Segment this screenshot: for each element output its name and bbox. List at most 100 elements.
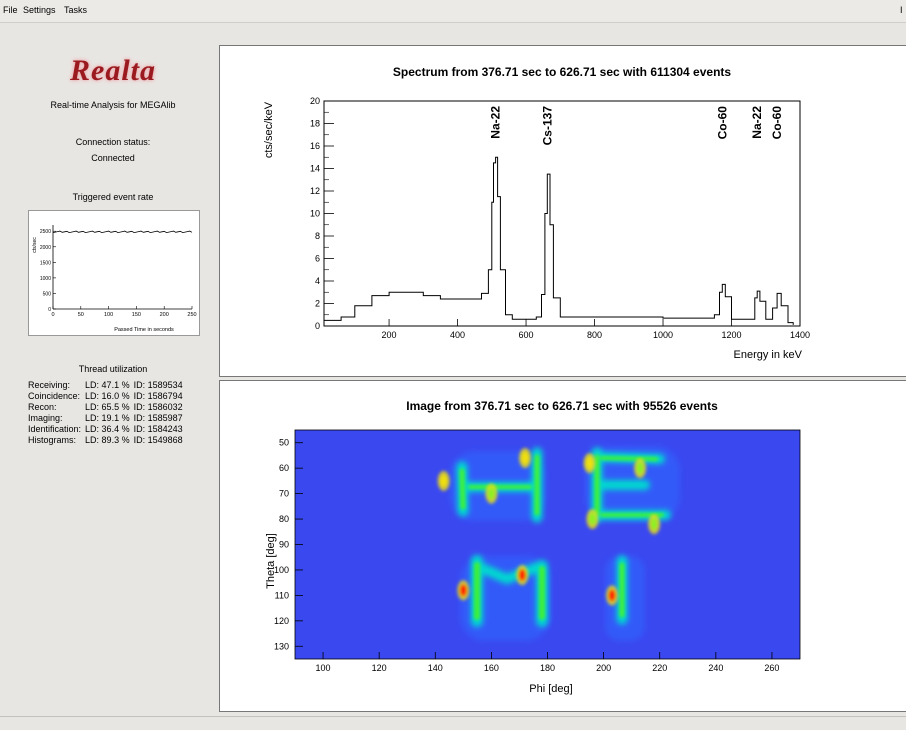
spectrum-peak-label: Cs-137	[540, 106, 554, 146]
heatmap-hotspot	[650, 518, 658, 531]
spectrum-title: Spectrum from 376.71 sec to 626.71 sec w…	[393, 65, 732, 79]
thread-name: Recon:	[28, 402, 57, 412]
spectrum-ytick-label: 6	[315, 254, 320, 264]
rate-ytick-label: 1000	[40, 276, 51, 282]
image-ytick-label: 110	[275, 590, 289, 600]
thread-id: ID: 1584243	[133, 424, 183, 434]
spectrum-ytick-label: 18	[310, 119, 320, 129]
connection-label: Connection status:	[75, 137, 151, 147]
spectrum-ytick-label: 0	[315, 321, 320, 331]
menu-bar: File Settings Tasks I	[0, 0, 906, 23]
app-logo: Realta	[70, 54, 156, 87]
spectrum-series-line	[324, 156, 794, 325]
heatmap	[295, 430, 800, 659]
image-xtick-label: 120	[372, 663, 387, 673]
rate-ytick-label: 1500	[40, 260, 51, 266]
rate-ytick-label: 2500	[40, 229, 51, 235]
spectrum-ytick-label: 10	[310, 209, 320, 219]
heatmap-hotspot	[518, 569, 526, 582]
rate-ytick-label: 2000	[40, 245, 51, 251]
left-panel: Realta Real-time Analysis for MEGAlib Co…	[8, 36, 208, 706]
thread-name: Imaging:	[28, 413, 63, 423]
spectrum-peak-label: Co-60	[715, 106, 729, 140]
image-ytick-label: 130	[274, 641, 289, 651]
spectrum-peak-label: Na-22	[750, 106, 764, 139]
rate-series-line	[52, 230, 193, 234]
thread-row: Recon: LD: 65.5 % ID: 1586032	[28, 402, 187, 413]
rate-plot-title: Triggered event rate	[72, 192, 154, 202]
spectrum-ytick-label: 4	[315, 276, 320, 286]
rate-xtick-label: 150	[132, 312, 141, 318]
thread-name: Identification:	[28, 424, 82, 434]
heatmap-hotspot	[586, 457, 594, 470]
thread-row: Coincidence: LD: 16.0 % ID: 1586794	[28, 391, 187, 402]
spectrum-ytick-label: 20	[310, 96, 320, 106]
thread-id: ID: 1589534	[133, 380, 183, 390]
thread-load: LD: 16.0 %	[85, 391, 130, 401]
image-svg: Image from 376.71 sec to 626.71 sec with…	[265, 399, 801, 695]
spectrum-panel[interactable]: Spectrum from 376.71 sec to 626.71 sec w…	[219, 45, 906, 377]
app-subtitle: Real-time Analysis for MEGAlib	[50, 100, 176, 110]
thread-load: LD: 47.1 %	[85, 380, 130, 390]
image-ytick-label: 90	[279, 540, 289, 550]
spectrum-ytick-label: 16	[310, 141, 320, 151]
spectrum-ytick-label: 8	[315, 231, 320, 241]
thread-row: Identification: LD: 36.4 % ID: 1584243	[28, 424, 187, 435]
image-xtick-label: 240	[708, 663, 723, 673]
image-xlabel: Phi [deg]	[529, 683, 572, 695]
image-ytick-label: 120	[274, 616, 289, 626]
rate-xtick-label: 0	[51, 312, 54, 318]
image-xtick-label: 220	[652, 663, 667, 673]
spectrum-xtick-label: 1200	[721, 330, 741, 340]
menu-settings[interactable]: Settings	[23, 5, 56, 15]
thread-id: ID: 1549868	[133, 435, 183, 445]
thread-load: LD: 19.1 %	[85, 413, 130, 423]
thread-utilization-table: Receiving: LD: 47.1 % ID: 1589534 Coinciden…	[28, 380, 187, 446]
menu-right-stub[interactable]: I	[900, 5, 903, 15]
spectrum-xtick-label: 200	[382, 330, 397, 340]
spectrum-xtick-label: 600	[519, 330, 534, 340]
spectrum-peak-label: Co-60	[770, 106, 784, 140]
image-panel[interactable]: Image from 376.71 sec to 626.71 sec with…	[219, 380, 906, 712]
spectrum-svg: Spectrum from 376.71 sec to 626.71 sec w…	[263, 65, 810, 361]
menu-file[interactable]: File	[3, 5, 18, 15]
image-ytick-label: 70	[279, 489, 289, 499]
spectrum-peak-label: Na-22	[489, 106, 503, 139]
rate-xtick-label: 50	[78, 312, 84, 318]
rate-ytick-label: 500	[43, 291, 52, 297]
image-ytick-label: 50	[279, 438, 289, 448]
rate-xtick-label: 250	[187, 312, 196, 318]
thread-title: Thread utilization	[78, 364, 148, 374]
heatmap-hotspot	[487, 487, 495, 500]
heatmap-hotspot	[636, 462, 644, 475]
thread-row: Imaging: LD: 19.1 % ID: 1585987	[28, 413, 187, 424]
thread-load: LD: 65.5 %	[85, 402, 130, 412]
image-xtick-label: 160	[484, 663, 499, 673]
spectrum-xlabel: Energy in keV	[734, 349, 803, 361]
image-ytick-label: 100	[274, 565, 289, 575]
spectrum-ytick-label: 12	[310, 186, 320, 196]
image-xtick-label: 180	[540, 663, 555, 673]
heatmap-hotspot	[608, 589, 616, 602]
status-bar	[0, 716, 906, 730]
spectrum-xtick-label: 1000	[653, 330, 673, 340]
connection-status: Connected	[91, 153, 135, 163]
image-xtick-label: 140	[428, 663, 443, 673]
thread-name: Receiving:	[28, 380, 71, 390]
rate-xlabel: Passed Time in seconds	[114, 327, 174, 333]
rate-ylabel: cts/sec	[32, 237, 38, 253]
thread-load: LD: 89.3 %	[85, 435, 130, 445]
image-title: Image from 376.71 sec to 626.71 sec with…	[406, 399, 718, 413]
thread-load: LD: 36.4 %	[85, 424, 130, 434]
spectrum-ytick-label: 14	[310, 164, 320, 174]
spectrum-xtick-label: 400	[450, 330, 465, 340]
thread-row: Histograms: LD: 89.3 % ID: 1549868	[28, 435, 187, 446]
spectrum-ytick-label: 2	[315, 299, 320, 309]
rate-plot-canvas[interactable]: 0 500 1000 1500 2000 2500 0 50 100 150 200 250 cts/…	[28, 210, 200, 336]
image-ylabel: Theta [deg]	[265, 533, 277, 589]
thread-name: Coincidence:	[28, 391, 81, 401]
image-xtick-label: 260	[764, 663, 779, 673]
menu-tasks[interactable]: Tasks	[64, 5, 88, 15]
rate-xtick-label: 200	[160, 312, 169, 318]
thread-row: Receiving: LD: 47.1 % ID: 1589534	[28, 380, 187, 391]
